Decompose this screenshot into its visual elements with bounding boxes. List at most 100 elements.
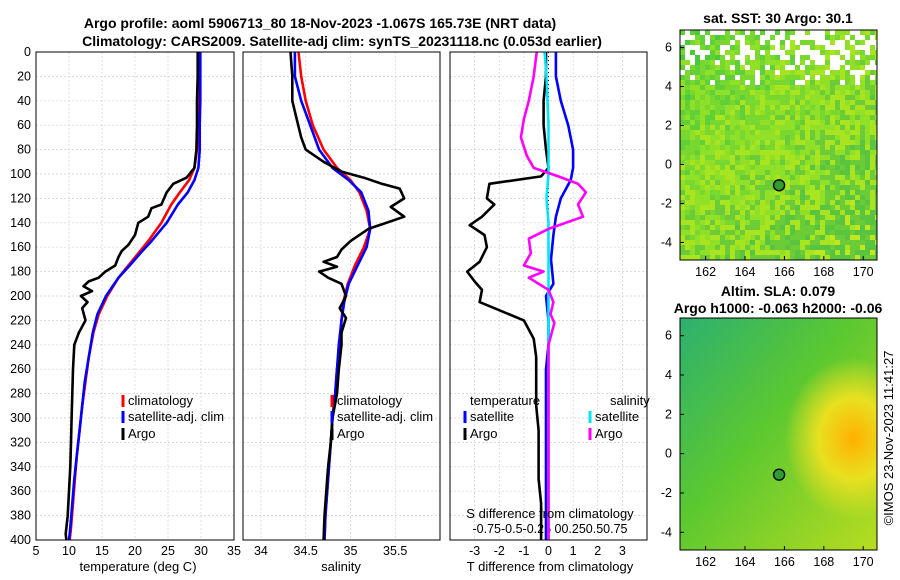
sst-cell [765,205,770,210]
sst-cell [855,220,860,225]
sst-cell [760,90,765,95]
sst-cell [735,100,740,105]
sst-cell [800,195,805,200]
sst-cell [745,150,750,155]
difference-legend: temperature salinity satellite Argo sate… [463,393,650,441]
sst-cell [735,160,740,165]
sst-cell [705,110,710,115]
sst-cell [770,110,775,115]
sst-cell [780,70,785,75]
sst-cell [705,70,710,75]
sst-cell [820,110,825,115]
sst-cell [745,195,750,200]
sst-cell [745,210,750,215]
sst-cell [745,85,750,90]
sst-cell [730,225,735,230]
sst-cell [850,125,855,130]
sst-cell [690,65,695,70]
sst-cell [755,225,760,230]
sst-cell [810,140,815,145]
sst-cell [835,85,840,90]
sst-cell [805,120,810,125]
sst-cell [715,35,720,40]
sst-cell [745,75,750,80]
sst-cell [730,115,735,120]
sst-cell [830,145,835,150]
sst-cell [735,125,740,130]
sst-cell [790,115,795,120]
sst-cell [785,55,790,60]
sst-cell [685,40,690,45]
sst-cell [800,100,805,105]
sst-cell [735,175,740,180]
sst-cell [780,215,785,220]
sst-cell [775,255,780,260]
sst-cell [800,95,805,100]
sst-cell [785,200,790,205]
sst-cell [845,165,850,170]
sst-cell [745,240,750,245]
sst-cell [695,70,700,75]
sst-cell [855,135,860,140]
sst-cell [800,200,805,205]
sst-cell [680,35,685,40]
legend-sat-label: satellite-adj. clim [128,409,224,424]
sst-cell [850,245,855,250]
sst-cell [715,235,720,240]
sst-cell [715,220,720,225]
sst-cell [850,65,855,70]
sst-cell [775,100,780,105]
x-tick-label: 35 [344,544,358,558]
sst-cell [805,235,810,240]
sst-cell [830,250,835,255]
sst-cell [720,85,725,90]
y-tick-label: 140 [10,216,31,230]
sst-cell [815,85,820,90]
sst-cell [735,60,740,65]
sst-cell [690,225,695,230]
sst-cell [715,205,720,210]
sst-cell [690,245,695,250]
sst-cell [785,145,790,150]
sst-cell [760,230,765,235]
sst-cell [830,85,835,90]
sst-cell [815,205,820,210]
sst-cell [830,220,835,225]
sst-cell [840,110,845,115]
sst-cell [870,45,875,50]
sst-cell [790,170,795,175]
sst-cell [845,70,850,75]
sst-cell [705,170,710,175]
sst-cell [815,220,820,225]
sst-cell [685,80,690,85]
sst-cell [790,80,795,85]
sst-cell [765,185,770,190]
sst-cell [825,195,830,200]
sst-cell [730,185,735,190]
sst-cell [825,130,830,135]
sst-cell [720,180,725,185]
sst-cell [795,215,800,220]
sst-cell [825,220,830,225]
sst-cell [815,30,820,35]
sst-cell [770,150,775,155]
sst-cell [775,240,780,245]
sst-cell [825,230,830,235]
sst-cell [875,230,877,235]
sst-cell [695,215,700,220]
s-diff-tick-labels: -0.75-0.5-0.25 00.250.50.75 [473,522,628,536]
sst-cell [715,85,720,90]
sst-cell [860,30,865,35]
sst-cell [700,120,705,125]
sst-cell [710,165,715,170]
series-s-argo [519,51,588,540]
sst-cell [850,45,855,50]
map-x-tick-label: 162 [695,265,716,279]
sst-cell [745,230,750,235]
sst-cell [840,85,845,90]
sst-cell [865,210,870,215]
sst-cell [760,140,765,145]
sst-cell [775,55,780,60]
sst-cell [870,170,875,175]
sst-cell [850,75,855,80]
